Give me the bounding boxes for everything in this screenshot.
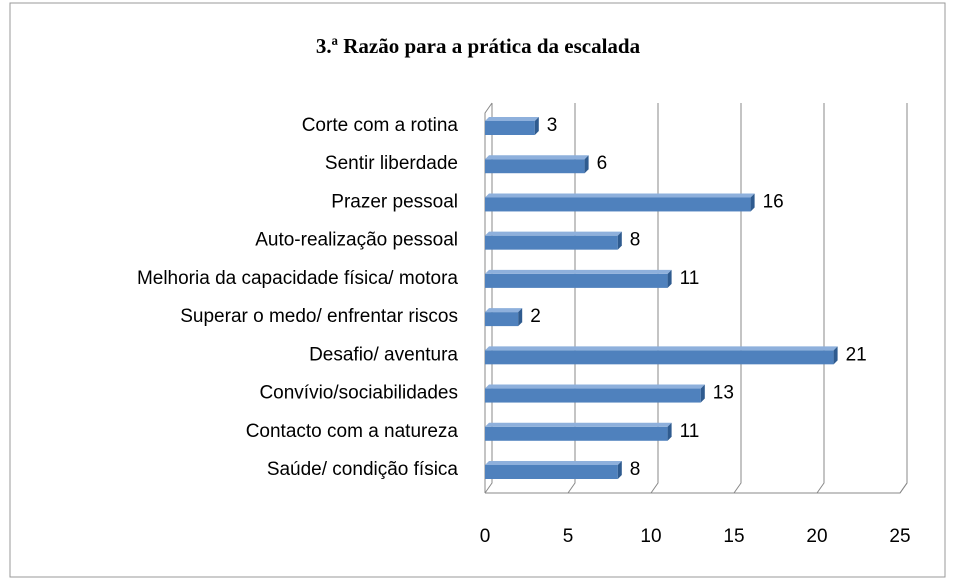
bar	[485, 384, 705, 403]
bar-top	[485, 422, 672, 427]
y-tick-label: Auto-realização pessoal	[255, 230, 458, 251]
value-label: 6	[597, 153, 608, 174]
y-tick-label: Melhoria da capacidade física/ motora	[137, 268, 458, 289]
bar-front	[485, 197, 751, 212]
bar	[485, 308, 523, 327]
y-tick-label: Prazer pessoal	[331, 191, 458, 212]
bar-front	[485, 121, 535, 135]
bar-front	[485, 388, 701, 403]
bar-side	[700, 384, 705, 403]
bar-front	[485, 426, 668, 441]
x-tick-label: 10	[640, 526, 661, 547]
bar-top	[485, 269, 672, 274]
side-wall	[484, 102, 493, 493]
bar-front	[485, 350, 834, 365]
grid-line	[899, 103, 908, 494]
bar-top	[485, 155, 589, 160]
x-tick-label: 15	[723, 526, 744, 547]
bar	[485, 422, 672, 441]
bar	[485, 231, 622, 250]
bar	[485, 193, 755, 212]
bar-top	[485, 231, 622, 236]
bar-top	[485, 117, 539, 121]
value-label: 11	[680, 268, 700, 289]
bar-front	[485, 159, 585, 174]
y-tick-label: Desafio/ aventura	[309, 344, 458, 365]
bar	[485, 155, 589, 174]
bar-side	[667, 422, 672, 441]
value-label: 21	[846, 344, 867, 365]
bar-side	[833, 346, 838, 365]
bar-side	[617, 231, 622, 250]
bar-front	[485, 312, 519, 327]
grid-line	[816, 103, 825, 494]
x-tick-label: 5	[563, 526, 574, 547]
bar-top	[485, 193, 755, 198]
value-label: 3	[547, 115, 558, 136]
y-tick-label: Saúde/ condição física	[267, 459, 459, 480]
bar-top	[485, 346, 838, 351]
bar-side	[667, 269, 672, 288]
bar-side	[617, 461, 622, 479]
value-label: 2	[530, 306, 541, 327]
bar-side	[584, 155, 589, 174]
value-label: 11	[680, 421, 700, 442]
value-label: 8	[630, 459, 641, 480]
value-label: 16	[763, 191, 784, 212]
bar	[485, 117, 539, 135]
bar-top	[485, 384, 705, 389]
x-tick-label: 0	[480, 526, 491, 547]
bar	[485, 346, 838, 365]
y-tick-label: Corte com a rotina	[302, 115, 459, 136]
value-label: 13	[713, 383, 734, 404]
chart-title: 3.ª Razão para a prática da escalada	[316, 34, 641, 58]
x-tick-label: 25	[889, 526, 910, 547]
bar-top	[485, 461, 622, 465]
bar	[485, 269, 672, 288]
grid-line	[650, 103, 659, 494]
value-label: 8	[630, 230, 641, 251]
x-tick-label: 20	[806, 526, 827, 547]
chart-frame	[9, 2, 946, 578]
y-tick-label: Sentir liberdade	[325, 153, 458, 174]
bar	[485, 461, 622, 479]
grid-line	[567, 103, 576, 494]
y-tick-label: Convívio/sociabilidades	[259, 383, 458, 404]
bar-front	[485, 465, 618, 479]
grid-line	[733, 103, 742, 494]
bar-front	[485, 273, 668, 288]
grid-line	[484, 103, 493, 494]
y-tick-label: Contacto com a natureza	[246, 421, 459, 442]
y-tick-label: Superar o medo/ enfrentar riscos	[180, 306, 458, 327]
bar-side	[534, 117, 539, 135]
bar-side	[750, 193, 755, 212]
bar-side	[518, 308, 523, 327]
bar-top	[485, 308, 523, 313]
bar-front	[485, 235, 618, 250]
